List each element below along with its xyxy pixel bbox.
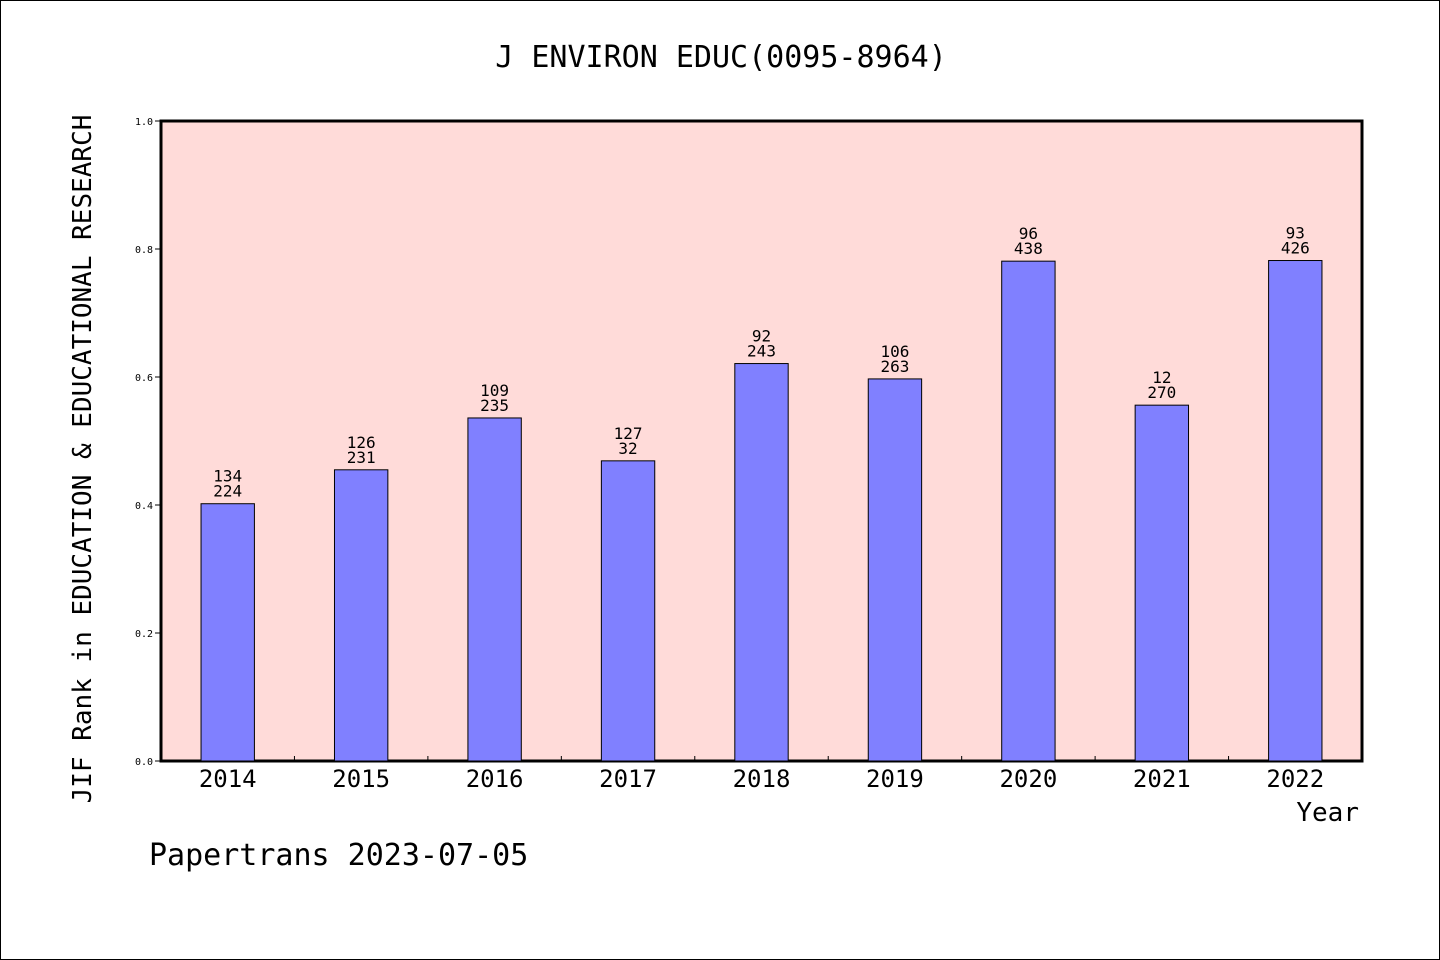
bar [333, 469, 389, 762]
bar-label-bottom: 231 [347, 448, 376, 467]
x-tick-label: 2021 [1133, 765, 1191, 793]
x-tick-label: 2014 [199, 765, 257, 793]
bar-label-bottom: 270 [1147, 383, 1176, 402]
bar [600, 460, 656, 762]
bar-label-top: 106 [880, 342, 909, 361]
bar [1001, 260, 1056, 762]
bar-label-top: 127 [614, 424, 643, 443]
x-tick-label: 2015 [332, 765, 390, 793]
y-tick-label: 0.2 [135, 629, 153, 640]
x-tick-label: 2019 [866, 765, 924, 793]
bar-label-bottom: 235 [480, 396, 509, 415]
bar [867, 378, 923, 762]
bar-label-bottom: 263 [880, 357, 909, 376]
y-tick-label: 0.8 [135, 245, 153, 256]
y-tick-label: 0.4 [135, 501, 153, 512]
x-tick-label: 2017 [599, 765, 657, 793]
bar-label-bottom: 438 [1014, 239, 1043, 258]
bar-label-top: 126 [347, 433, 376, 452]
x-tick-label: 2018 [733, 765, 791, 793]
y-tick-label: 0.0 [135, 757, 153, 768]
bar-label-bottom: 426 [1281, 239, 1310, 258]
bar-label-bottom: 243 [747, 342, 776, 361]
x-tick-label: 2022 [1266, 765, 1324, 793]
bar [467, 417, 522, 762]
y-axis-label: JIF Rank in EDUCATION & EDUCATIONAL RESE… [68, 115, 98, 804]
x-axis: 2014 2015 2016 2017 2018 2019 2020 2021 2022 [199, 756, 1324, 793]
chart-title: J ENVIRON EDUC(0095-8964) [495, 40, 947, 75]
bar-label-top: 92 [752, 327, 771, 346]
bar-label-bottom: 32 [618, 439, 637, 458]
bar-label-bottom: 224 [213, 482, 242, 501]
bar-label-top: 109 [480, 381, 509, 400]
y-axis: 0.0 0.2 0.4 0.6 0.8 1.0 [135, 117, 161, 768]
y-tick-label: 0.6 [135, 373, 153, 384]
x-tick-label: 2016 [466, 765, 524, 793]
x-tick-label: 2020 [999, 765, 1057, 793]
bar [1134, 404, 1190, 762]
bar-label-top: 12 [1152, 368, 1171, 387]
credit-text: Papertrans 2023-07-05 [149, 838, 528, 873]
bar [734, 363, 789, 762]
bar [200, 503, 255, 762]
bar-label-top: 93 [1286, 224, 1305, 243]
bar-label-top: 96 [1019, 224, 1038, 243]
bar-label-top: 134 [213, 467, 242, 486]
x-axis-label: Year [1296, 798, 1359, 828]
bar [1268, 260, 1323, 762]
y-tick-label: 1.0 [135, 117, 153, 128]
